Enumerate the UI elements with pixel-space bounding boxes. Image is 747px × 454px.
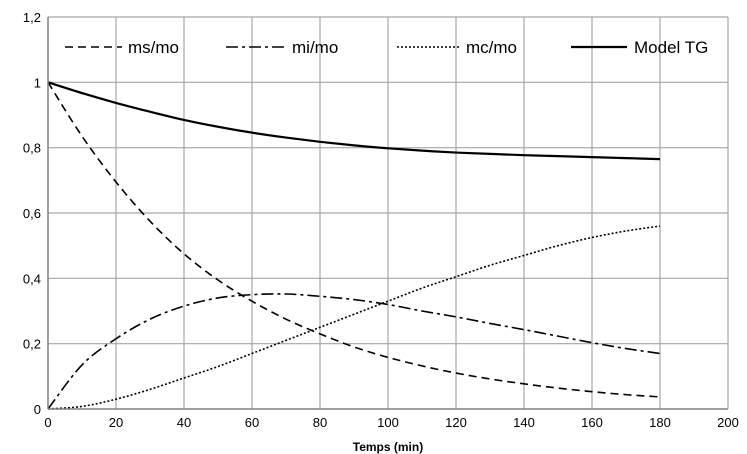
y-tick-label: 1,2	[23, 10, 41, 25]
legend: ms/mo mi/mo mc/mo Model TG	[65, 38, 708, 57]
x-tick-label: 100	[377, 415, 399, 430]
series-line-mi-mo	[47, 293, 661, 410]
x-tick-label: 40	[177, 415, 191, 430]
y-tick-label: 0,8	[23, 141, 41, 156]
legend-label-model-tg: Model TG	[634, 38, 708, 57]
grid	[48, 16, 729, 409]
x-axis-title: Temps (min)	[353, 440, 423, 454]
legend-label-mi-mo: mi/mo	[292, 38, 338, 57]
series-line-ms-mo	[47, 81, 661, 398]
y-tick-label: 0	[34, 402, 41, 417]
x-tick-label: 200	[717, 415, 739, 430]
series-line-mc-mo	[47, 225, 661, 410]
x-tick-label: 60	[245, 415, 259, 430]
series-layer	[47, 81, 661, 410]
legend-label-mc-mo: mc/mo	[466, 38, 517, 57]
tick-labels: 0 20 40 60 80 100 120 140 160 180 200 0 0,2 0,4 0,6 0,8…	[23, 10, 739, 430]
series-line-model-tg	[47, 81, 661, 161]
y-tick-label: 0,2	[23, 337, 41, 352]
y-tick-label: 0,4	[23, 271, 41, 286]
x-tick-label: 160	[581, 415, 603, 430]
x-tick-label: 80	[313, 415, 327, 430]
y-tick-label: 1	[34, 75, 41, 90]
x-tick-label: 140	[513, 415, 535, 430]
y-tick-label: 0,6	[23, 206, 41, 221]
x-tick-label: 0	[44, 415, 51, 430]
x-tick-label: 120	[445, 415, 467, 430]
x-tick-label: 180	[649, 415, 671, 430]
x-tick-label: 20	[109, 415, 123, 430]
legend-label-ms-mo: ms/mo	[128, 38, 179, 57]
axes	[47, 17, 728, 410]
